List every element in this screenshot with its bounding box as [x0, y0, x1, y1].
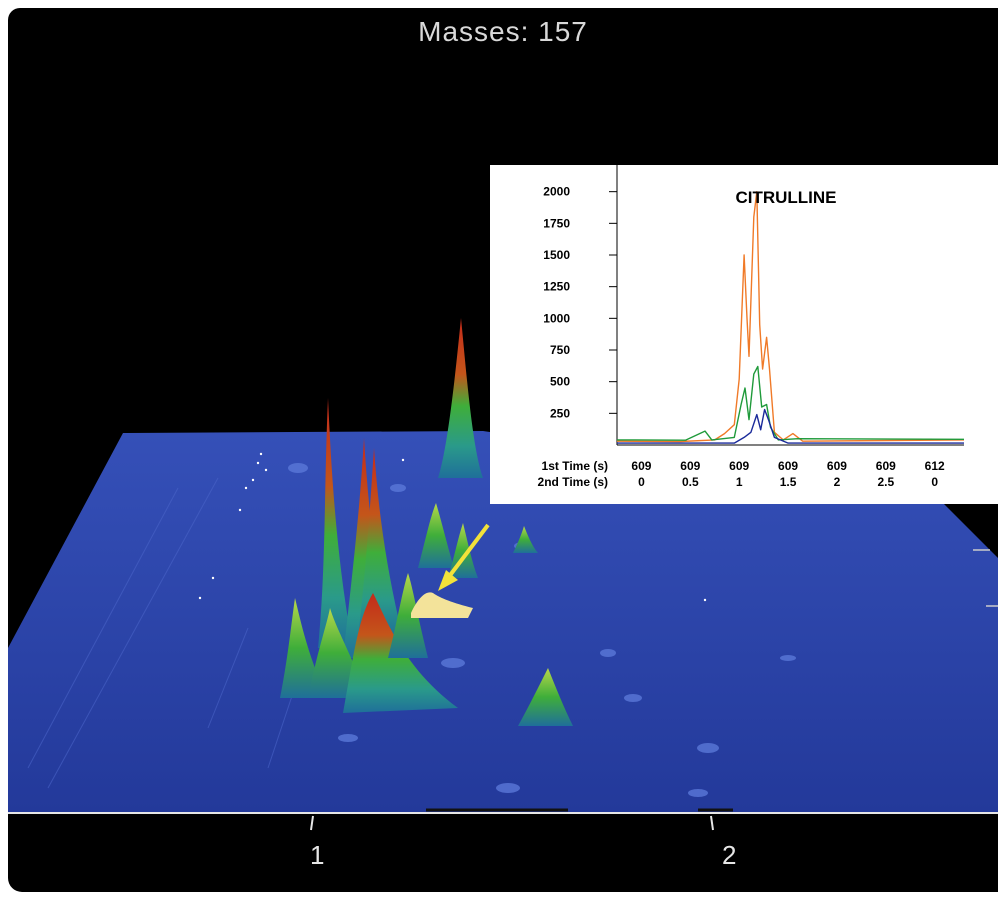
x-tick-label-1st-time: 612	[925, 459, 945, 473]
y-tick-label: 1000	[543, 311, 570, 325]
x-tick-label-2nd-time: 0	[638, 475, 645, 489]
x-tick-label-1st-time: 609	[631, 459, 651, 473]
y-tick-label: 750	[550, 343, 570, 357]
chromatogram-frame: Masses: 157 1 2 250 500 750 1000 1250 1500 175…	[8, 8, 998, 892]
main-x-axis	[8, 808, 998, 831]
y-tick-label: 250	[550, 406, 570, 420]
y-tick-label: 1250	[543, 280, 570, 294]
y-tick-label: 2000	[543, 185, 570, 199]
series-line-1	[616, 191, 965, 443]
x-tick-label-2nd-time: 2	[834, 475, 841, 489]
masses-title: Masses: 157	[418, 16, 588, 47]
series-line-3	[617, 408, 964, 444]
arrow-indicator	[438, 523, 490, 591]
citrulline-inset-chart: 250 500 750 1000 1250 1500 1750 2000 1st Time (s…	[490, 165, 998, 504]
x-tick-label-2nd-time: 2.5	[877, 475, 894, 489]
y-tick-label: 1500	[543, 248, 570, 262]
surface-plot	[8, 318, 998, 831]
plot-surface	[8, 431, 998, 813]
x-tick-label-1st-time: 609	[827, 459, 847, 473]
noise-dots	[198, 452, 707, 602]
y-tick-label: 500	[550, 375, 570, 389]
x-tick-label-1st-time: 609	[729, 459, 749, 473]
x-tick-label-1st-time: 609	[680, 459, 700, 473]
x-tick-label-2nd-time: 0.5	[682, 475, 699, 489]
x-tick-label-1: 1	[310, 840, 325, 870]
x-tick-label-2nd-time: 1.5	[780, 475, 797, 489]
inset-chart-svg: 250 500 750 1000 1250 1500 1750 2000 1st Time (s…	[538, 165, 965, 489]
series-line-2	[616, 365, 965, 441]
chart-title: CITRULLINE	[735, 188, 836, 207]
x-axis-label-1st-time: 1st Time (s)	[542, 459, 608, 473]
x-tick-label-1st-time: 609	[778, 459, 798, 473]
x-tick-label-2nd-time: 1	[736, 475, 743, 489]
x-tick-label-1st-time: 609	[876, 459, 896, 473]
x-axis-label-2nd-time: 2nd Time (s)	[538, 475, 608, 489]
y-tick-label: 1750	[543, 216, 570, 230]
x-tick-label-2nd-time: 0	[931, 475, 938, 489]
surface-peaks	[280, 318, 573, 726]
x-tick-label-2: 2	[722, 840, 737, 870]
citrulline-peak	[411, 592, 473, 618]
